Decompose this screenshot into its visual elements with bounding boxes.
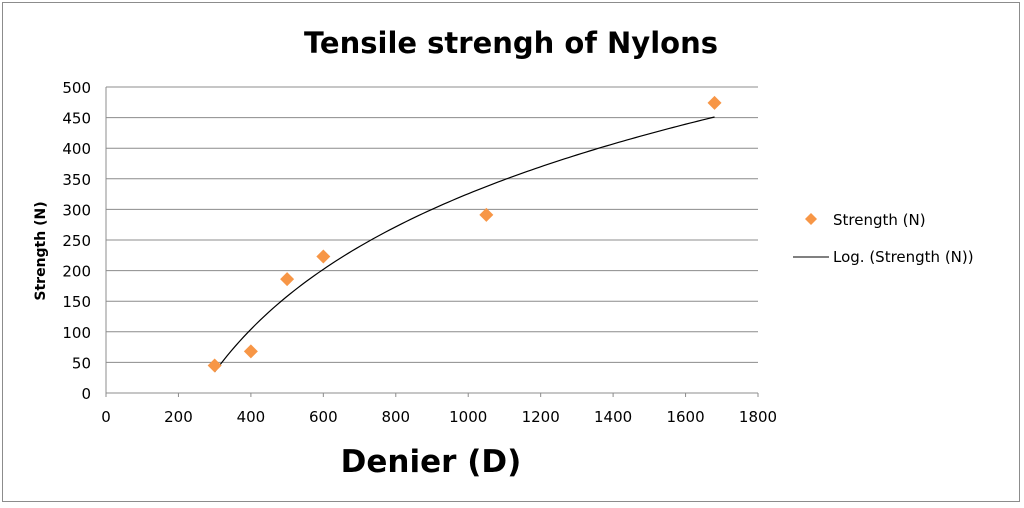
y-tick-label: 450 bbox=[62, 110, 91, 128]
x-tick-label: 1000 bbox=[449, 408, 487, 426]
x-tick-label: 800 bbox=[381, 408, 410, 426]
x-axis-title: Denier (D) bbox=[341, 444, 522, 480]
chart-title: Tensile strengh of Nylons bbox=[304, 26, 718, 60]
trendline-log bbox=[214, 116, 715, 373]
y-tick-label: 300 bbox=[62, 201, 91, 219]
y-tick-label: 350 bbox=[62, 171, 91, 189]
axes: 0 50 100 150 200 250 300 350 400 450 500 0 200 400 600… bbox=[62, 79, 777, 426]
data-points bbox=[207, 95, 722, 373]
x-tick-label: 1800 bbox=[739, 408, 777, 426]
x-tick-label: 1600 bbox=[666, 408, 704, 426]
data-point bbox=[316, 249, 331, 264]
data-point bbox=[479, 207, 494, 222]
data-point bbox=[280, 272, 295, 287]
y-axis-title: Strength (N) bbox=[33, 201, 49, 300]
gridlines bbox=[106, 86, 758, 363]
legend: Strength (N) Log. (Strength (N)) bbox=[793, 211, 974, 266]
x-tick-label: 1400 bbox=[594, 408, 632, 426]
y-tick-label: 0 bbox=[81, 385, 91, 403]
y-tick-label: 100 bbox=[62, 324, 91, 342]
y-tick-label: 500 bbox=[62, 79, 91, 97]
data-point bbox=[243, 344, 258, 359]
y-tick-label: 150 bbox=[62, 293, 91, 311]
data-point bbox=[207, 358, 222, 373]
y-tick-label: 50 bbox=[72, 354, 91, 372]
chart-area: Tensile strengh of Nylons 0 50 100 150 200 25… bbox=[2, 2, 1020, 502]
x-tick-label: 200 bbox=[164, 408, 193, 426]
y-tick-label: 250 bbox=[62, 232, 91, 250]
legend-marker-strength bbox=[805, 213, 817, 225]
x-tick-label: 1200 bbox=[522, 408, 560, 426]
x-tick-label: 0 bbox=[101, 408, 111, 426]
chart-svg: Tensile strengh of Nylons 0 50 100 150 200 25… bbox=[33, 26, 974, 480]
y-tick-label: 200 bbox=[62, 263, 91, 281]
x-tick-label: 400 bbox=[237, 408, 266, 426]
x-tick-label: 600 bbox=[309, 408, 338, 426]
data-point bbox=[707, 95, 722, 110]
legend-label-trend: Log. (Strength (N)) bbox=[833, 248, 974, 266]
legend-label-strength: Strength (N) bbox=[833, 211, 926, 229]
trendline-layer bbox=[214, 116, 715, 373]
y-tick-label: 400 bbox=[62, 140, 91, 158]
